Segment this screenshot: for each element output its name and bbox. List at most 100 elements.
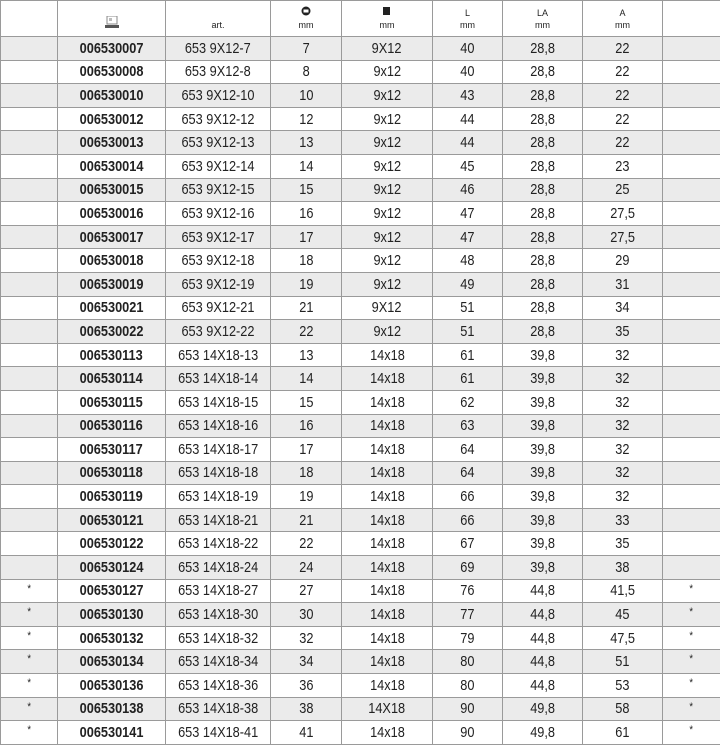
header-blank: [1, 1, 58, 37]
cell-length-la: 28,8: [503, 107, 583, 131]
cell-flag: *: [1, 650, 58, 674]
hex-size-text: 36: [299, 677, 313, 694]
cell-size-a: 58: [583, 697, 663, 721]
art-text: 653 9X12-13: [181, 134, 254, 151]
cell-flag: [1, 131, 58, 155]
cell-length-l: 51: [433, 320, 503, 344]
cell-code: 006530130: [58, 603, 166, 627]
hex-size-text: 34: [299, 653, 313, 670]
code-text: 006530118: [80, 464, 143, 481]
cell-hex-size: 27: [271, 579, 342, 603]
code-text: 006530115: [80, 394, 143, 411]
cell-length-la: 39,8: [503, 343, 583, 367]
length-l-text: 51: [460, 299, 474, 316]
cell-code: 006530012: [58, 107, 166, 131]
size-a-text: 32: [615, 417, 629, 434]
art-text: 653 14X18-14: [178, 370, 258, 387]
cell-art: 653 9X12-12: [166, 107, 271, 131]
cell-size-a: 35: [583, 532, 663, 556]
cell-hex-size: 16: [271, 202, 342, 226]
art-text: 653 9X12-18: [181, 252, 254, 269]
cell-length-la: 39,8: [503, 414, 583, 438]
flag-end-text: *: [690, 724, 694, 736]
size-a-text: 61: [615, 724, 629, 741]
square-drive-text: 14x18: [370, 559, 405, 576]
cell-code: 006530116: [58, 414, 166, 438]
size-a-text: 32: [615, 394, 629, 411]
square-drive-text: 9x12: [373, 134, 401, 151]
cell-art: 653 14X18-32: [166, 626, 271, 650]
cell-flag-end: *: [663, 579, 720, 603]
square-drive-text: 14x18: [370, 488, 405, 505]
code-text: 006530012: [80, 111, 144, 128]
art-text: 653 14X18-22: [178, 535, 258, 552]
cell-code: 006530114: [58, 367, 166, 391]
flag-text: *: [27, 701, 31, 713]
art-text: 653 14X18-34: [178, 653, 258, 670]
square-drive-text: 14x18: [370, 347, 405, 364]
cell-size-a: 34: [583, 296, 663, 320]
hex-size-text: 19: [299, 488, 313, 505]
cell-length-la: 28,8: [503, 320, 583, 344]
cell-art: 653 9X12-7: [166, 37, 271, 61]
code-text: 006530010: [80, 87, 144, 104]
size-a-text: 53: [615, 677, 629, 694]
cell-size-a: 31: [583, 272, 663, 296]
length-la-text: 44,8: [530, 677, 555, 694]
flag-end-text: *: [690, 630, 694, 642]
square-drive-text: 14x18: [370, 653, 405, 670]
code-text: 006530138: [80, 700, 144, 717]
cell-length-l: 63: [433, 414, 503, 438]
hex-size-text: 30: [299, 606, 313, 623]
cell-code: 006530021: [58, 296, 166, 320]
cell-hex-size: 14: [271, 154, 342, 178]
cell-size-a: 22: [583, 84, 663, 108]
cell-flag-end: [663, 296, 720, 320]
hex-size-text: 13: [299, 134, 313, 151]
cell-flag-end: [663, 202, 720, 226]
cell-flag-end: [663, 249, 720, 273]
square-drive-text: 9X12: [372, 299, 402, 316]
length-l-text: 66: [460, 488, 474, 505]
cell-art: 653 9X12-22: [166, 320, 271, 344]
cell-size-a: 47,5: [583, 626, 663, 650]
cell-hex-size: 16: [271, 414, 342, 438]
cell-flag: [1, 272, 58, 296]
cell-art: 653 14X18-38: [166, 697, 271, 721]
cell-code: 006530008: [58, 60, 166, 84]
cell-flag: [1, 154, 58, 178]
hex-size-text: 17: [299, 441, 313, 458]
length-l-text: 44: [460, 134, 474, 151]
cell-hex-size: 19: [271, 272, 342, 296]
cell-art: 653 9X12-13: [166, 131, 271, 155]
cell-flag-end: [663, 225, 720, 249]
hex-size-text: 12: [299, 111, 313, 128]
code-text: 006530014: [80, 158, 144, 175]
length-la-text: 49,8: [530, 700, 555, 717]
length-l-text: 76: [460, 582, 474, 599]
cell-flag-end: [663, 84, 720, 108]
cell-code: 006530138: [58, 697, 166, 721]
cell-hex-size: 30: [271, 603, 342, 627]
cell-flag: [1, 225, 58, 249]
cell-square-drive: 14x18: [342, 508, 433, 532]
hex-size-text: 41: [299, 724, 313, 741]
square-drive-text: 14x18: [370, 370, 405, 387]
cell-length-l: 49: [433, 272, 503, 296]
length-la-text: 28,8: [530, 299, 555, 316]
cell-square-drive: 14x18: [342, 556, 433, 580]
cell-art: 653 14X18-30: [166, 603, 271, 627]
cell-hex-size: 10: [271, 84, 342, 108]
header-hex: mm: [271, 1, 342, 37]
cell-flag: [1, 485, 58, 509]
flag-text: *: [27, 677, 31, 689]
art-text: 653 14X18-36: [178, 677, 258, 694]
length-la-text: 44,8: [530, 630, 555, 647]
code-text: 006530124: [80, 559, 144, 576]
code-text: 006530119: [80, 488, 143, 505]
cell-length-l: 46: [433, 178, 503, 202]
square-drive-text: 14x18: [370, 441, 405, 458]
